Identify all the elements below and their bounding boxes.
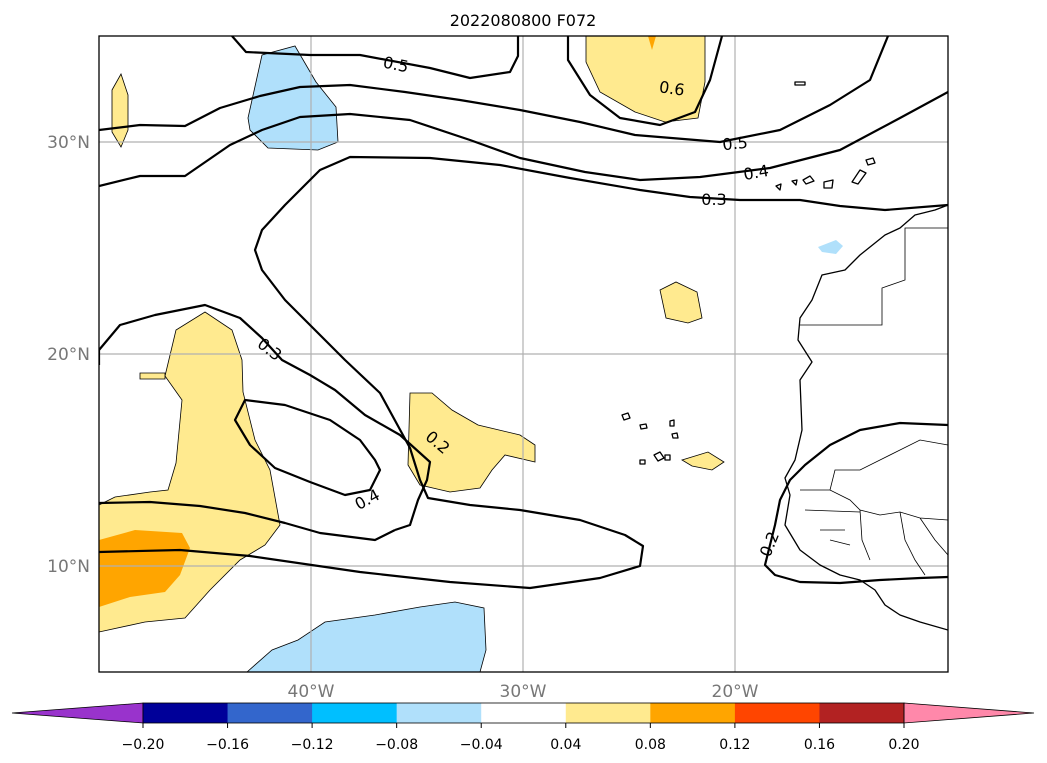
- cape-verde-island-2: [639, 423, 648, 430]
- canary-island-5: [775, 183, 782, 191]
- contour-label: 0.4: [352, 485, 383, 514]
- contour-line-0.2-northwest: [99, 303, 432, 532]
- colorbar-extend-above: [903, 702, 1035, 724]
- canary-island-6: [791, 179, 798, 186]
- latitude-labels: 30°N 20°N 10°N: [47, 133, 90, 577]
- negative-anomaly-small-east: [818, 240, 843, 254]
- positive-anomaly-northwest-strip: [111, 73, 129, 148]
- contour-label: 0.2: [756, 529, 783, 560]
- contour-label: 0.5: [381, 53, 410, 77]
- african-borders: [800, 439, 948, 576]
- cape-verde-island-7: [664, 454, 671, 461]
- cape-verde-island-6: [639, 459, 646, 465]
- colorbar-bin: [143, 703, 229, 723]
- colorbar-tick-label: 0.12: [719, 737, 750, 753]
- colorbar-tick-label: 0.04: [550, 737, 581, 753]
- cape-verde-island-5: [653, 451, 665, 462]
- lat-label-10n: 10°N: [47, 557, 90, 577]
- shaded-regions: [99, 36, 843, 672]
- colorbar-tick-label: −0.16: [206, 737, 249, 753]
- lon-label-40w: 40°W: [288, 682, 335, 702]
- madeira-island: [794, 81, 806, 86]
- colorbar-bin: [819, 703, 905, 723]
- contour-line-0.5-west: [99, 36, 890, 144]
- cape-verde-island-3: [669, 419, 675, 427]
- positive-anomaly-cape-verde: [681, 451, 725, 471]
- gridlines: [99, 36, 948, 672]
- colorbar-tick-label: 0.16: [804, 737, 835, 753]
- western-sahara-border: [800, 227, 948, 326]
- figure-title: 2022080800 F072: [450, 11, 597, 30]
- positive-anomaly-bar: [139, 372, 166, 380]
- cape-verde-island-1: [621, 412, 631, 421]
- colorbar-tick-label: 0.08: [635, 737, 666, 753]
- colorbar-tick-label: −0.20: [122, 737, 165, 753]
- longitude-labels: 40°W 30°W 20°W: [288, 682, 759, 702]
- canary-island-2: [823, 179, 834, 189]
- colorbar: −0.20 −0.16 −0.12 −0.08 −0.04 0.04 0.08 0.12 0.1…: [11, 702, 1035, 753]
- colorbar-tick-label: −0.08: [375, 737, 418, 753]
- lat-label-20n: 20°N: [47, 345, 90, 365]
- colorbar-extend-below: [11, 702, 144, 724]
- contour-lines: [99, 36, 948, 590]
- map-frame: [98, 35, 949, 673]
- colorbar-bin: [650, 703, 736, 723]
- colorbar-tick-label: −0.12: [291, 737, 334, 753]
- canary-island-4: [865, 157, 876, 166]
- colorbar-tick-label: 0.20: [888, 737, 919, 753]
- map-panel: 0.5 0.6 0.5 0.4 0.3 0.3 0.2 0.4 0.2: [99, 36, 948, 672]
- colorbar-frame: [142, 702, 905, 724]
- positive-anomaly-north: [585, 36, 706, 123]
- colorbar-bin: [565, 703, 651, 723]
- colorbar-bin: [481, 703, 567, 723]
- negative-anomaly-northwest: [247, 45, 339, 151]
- positive-anomaly-north-core: [648, 36, 656, 50]
- contour-line-0.5-north: [231, 36, 520, 80]
- contour-line-0.2-southwest: [99, 500, 396, 542]
- colorbar-bin: [312, 703, 398, 723]
- contour-line-0.4: [99, 91, 948, 188]
- contour-label: 0.4: [742, 161, 770, 184]
- colorbar-bin: [396, 703, 482, 723]
- contour-line-0.2-east: [763, 421, 948, 585]
- contour-line-0.3: [99, 155, 948, 590]
- negative-anomaly-south: [246, 601, 487, 672]
- contour-label: 0.5: [721, 133, 748, 155]
- contour-label: 0.6: [658, 77, 686, 99]
- lon-label-30w: 30°W: [500, 682, 547, 702]
- lon-label-20w: 20°W: [712, 682, 759, 702]
- contour-line-0.4-inner: [233, 398, 382, 497]
- africa-coastline: [784, 204, 948, 631]
- colorbar-bin: [734, 703, 820, 723]
- positive-anomaly-small-central: [659, 281, 703, 324]
- contour-line-0.6: [566, 36, 724, 127]
- coastlines: [621, 81, 948, 631]
- lat-label-30n: 30°N: [47, 133, 90, 153]
- canary-island-1: [851, 169, 867, 185]
- colorbar-tick-label: −0.04: [460, 737, 503, 753]
- colorbar-bin: [227, 703, 313, 723]
- cape-verde-island-4: [671, 432, 679, 439]
- canary-island-3: [802, 175, 815, 185]
- contour-label: 0.3: [701, 190, 726, 209]
